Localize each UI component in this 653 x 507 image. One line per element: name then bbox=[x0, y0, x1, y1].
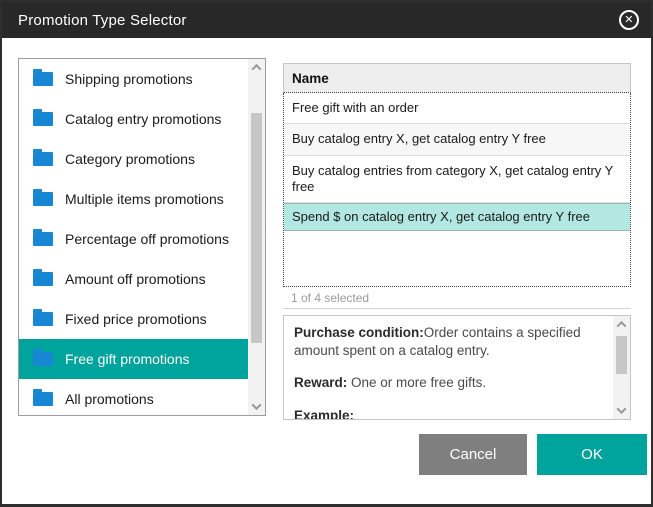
promotion-type-row[interactable]: Buy catalog entry X, get catalog entry Y… bbox=[284, 124, 630, 156]
scrollbar-thumb[interactable] bbox=[616, 336, 627, 374]
promotion-category-item[interactable]: Free gift promotions bbox=[19, 339, 248, 379]
promotion-type-table: Name Free gift with an order Buy catalog… bbox=[283, 63, 631, 309]
promotion-category-item[interactable]: Category promotions bbox=[19, 139, 248, 179]
folder-icon bbox=[33, 389, 53, 406]
promotion-category-label: Fixed price promotions bbox=[65, 311, 207, 327]
promotion-category-label: Shipping promotions bbox=[65, 71, 193, 87]
promotion-category-label: Free gift promotions bbox=[65, 351, 190, 367]
promotion-category-item[interactable]: Amount off promotions bbox=[19, 259, 248, 299]
promotion-type-list: Free gift with an order Buy catalog entr… bbox=[283, 93, 631, 287]
promotion-type-row[interactable]: Free gift with an order bbox=[284, 93, 630, 125]
close-icon: ✕ bbox=[624, 13, 634, 26]
selection-status: 1 of 4 selected bbox=[283, 287, 631, 309]
promotion-category-panel: Shipping promotions Catalog entry promot… bbox=[18, 58, 266, 416]
promotion-category-item[interactable]: Shipping promotions bbox=[19, 59, 248, 99]
promotion-category-label: Amount off promotions bbox=[65, 271, 206, 287]
folder-icon bbox=[33, 269, 53, 286]
dialog-title: Promotion Type Selector bbox=[18, 11, 187, 29]
scroll-up-button[interactable] bbox=[613, 316, 630, 333]
description-label: Example: bbox=[294, 407, 355, 419]
promotion-category-label: Category promotions bbox=[65, 151, 195, 167]
promotion-category-item[interactable]: Multiple items promotions bbox=[19, 179, 248, 219]
title-bar: Promotion Type Selector ✕ bbox=[2, 2, 651, 38]
promotion-type-label: Spend $ on catalog entry X, get catalog … bbox=[292, 209, 590, 224]
promotion-category-item[interactable]: All promotions bbox=[19, 379, 248, 415]
name-column-header: Name bbox=[292, 70, 329, 86]
description-section: Purchase condition:Order contains a spec… bbox=[294, 324, 603, 359]
promotion-type-label: Buy catalog entry X, get catalog entry Y… bbox=[292, 131, 546, 147]
folder-icon bbox=[33, 349, 53, 366]
table-header-name: Name bbox=[283, 63, 631, 93]
promotion-type-row[interactable]: Spend $ on catalog entry X, get catalog … bbox=[284, 203, 630, 232]
promotion-category-label: Catalog entry promotions bbox=[65, 111, 222, 127]
chevron-down-icon bbox=[251, 400, 262, 411]
selection-count-text: 1 of 4 selected bbox=[291, 290, 370, 305]
scroll-down-button[interactable] bbox=[613, 402, 630, 419]
chevron-up-icon bbox=[616, 320, 627, 331]
promotion-category-label: Percentage off promotions bbox=[65, 231, 229, 247]
promotion-category-list: Shipping promotions Catalog entry promot… bbox=[19, 59, 248, 415]
description-section: Reward: One or more free gifts. bbox=[294, 374, 603, 392]
description-label: Purchase condition: bbox=[294, 325, 424, 340]
folder-icon bbox=[33, 309, 53, 326]
folder-icon bbox=[33, 189, 53, 206]
promotion-type-row[interactable]: Buy catalog entries from category X, get… bbox=[284, 155, 630, 203]
description-label: Reward: bbox=[294, 375, 348, 391]
scrollbar-thumb[interactable] bbox=[251, 113, 262, 343]
close-button[interactable]: ✕ bbox=[619, 10, 639, 30]
promotion-description-text: Purchase condition:Order contains a spec… bbox=[284, 316, 613, 419]
promotion-type-label: Buy catalog entries from category X, get… bbox=[292, 162, 614, 194]
description-body: One or more free gifts. bbox=[347, 375, 487, 391]
ok-button[interactable]: OK bbox=[537, 434, 647, 475]
chevron-down-icon bbox=[616, 404, 627, 415]
promotion-category-label: Multiple items promotions bbox=[65, 191, 224, 207]
promotion-category-item[interactable]: Percentage off promotions bbox=[19, 219, 248, 259]
description-scrollbar[interactable] bbox=[613, 316, 630, 419]
promotion-category-label: All promotions bbox=[65, 391, 154, 407]
scroll-down-button[interactable] bbox=[248, 398, 265, 415]
promotion-category-item[interactable]: Fixed price promotions bbox=[19, 299, 248, 339]
chevron-up-icon bbox=[251, 63, 262, 74]
cancel-button[interactable]: Cancel bbox=[419, 434, 527, 475]
promotion-type-label: Free gift with an order bbox=[292, 100, 419, 115]
category-list-scrollbar[interactable] bbox=[248, 59, 265, 415]
folder-icon bbox=[33, 109, 53, 126]
folder-icon bbox=[33, 69, 53, 86]
promotion-description-box: Purchase condition:Order contains a spec… bbox=[283, 315, 631, 420]
folder-icon bbox=[33, 149, 53, 166]
description-section: Example: bbox=[294, 407, 603, 419]
folder-icon bbox=[33, 229, 53, 246]
promotion-category-item[interactable]: Catalog entry promotions bbox=[19, 99, 248, 139]
scroll-up-button[interactable] bbox=[248, 59, 265, 76]
description-body: Order contains a specified amount spent … bbox=[294, 325, 581, 358]
